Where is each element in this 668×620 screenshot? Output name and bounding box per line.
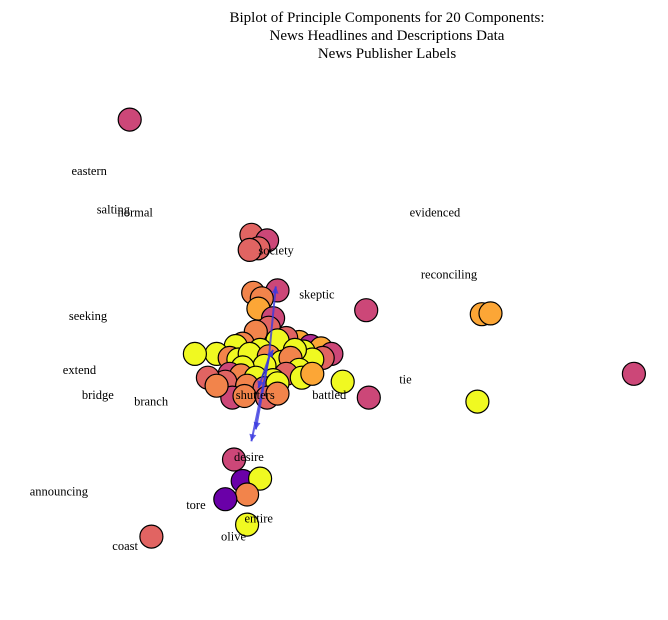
word-label-reconciling: reconciling (421, 268, 478, 282)
scatter-point-41 (300, 361, 325, 386)
word-label-seeking: seeking (69, 309, 108, 323)
word-label-extend: extend (63, 363, 97, 377)
scatter-point-49 (265, 381, 290, 406)
word-label-olive: olive (221, 530, 246, 544)
chart-title-line-2: News Headlines and Descriptions Data (270, 28, 505, 44)
word-label-bridge: bridge (82, 388, 114, 402)
loading-vector-arrowhead-4 (249, 433, 257, 442)
word-label-desire: desire (234, 450, 264, 464)
scatter-point-53 (330, 369, 355, 394)
scatter-point-57 (354, 298, 379, 323)
word-label-shutters: shutters (236, 388, 275, 402)
scatter-points (117, 107, 647, 549)
loading-vector-arrowhead-2 (257, 380, 264, 389)
scatter-point-52 (204, 373, 229, 398)
scatter-point-56 (478, 301, 503, 326)
loading-vector-arrowhead-0 (271, 286, 279, 294)
loading-vector-0 (267, 286, 277, 358)
scatter-point-59 (621, 361, 647, 386)
scatter-point-63 (235, 482, 260, 507)
scatter-point-65 (235, 512, 260, 537)
scatter-point-62 (248, 466, 273, 491)
word-label-society: society (258, 244, 294, 258)
word-label-tie: tie (399, 372, 412, 386)
word-label-entire: entire (245, 511, 274, 525)
loading-vector-4 (250, 357, 270, 442)
loading-vectors (249, 286, 279, 442)
word-label-coast: coast (112, 539, 138, 553)
scatter-point-50 (182, 341, 207, 366)
scatter-point-64 (213, 487, 238, 512)
scatter-point-54 (356, 385, 381, 410)
scatter-point-60 (221, 447, 247, 472)
word-label-battled: battled (312, 388, 347, 402)
word-label-evidenced: evidenced (410, 206, 461, 220)
loading-vector-arrowhead-1 (266, 349, 274, 358)
chart-title-line-3: News Publisher Labels (318, 46, 456, 62)
word-label-skeptic: skeptic (299, 287, 335, 301)
word-label-normal: normal (118, 206, 154, 220)
scatter-point-66 (139, 524, 164, 549)
word-label-salting: salting (97, 202, 131, 216)
scatter-point-4 (237, 237, 262, 262)
scatter-point-0 (117, 107, 142, 132)
word-label-tore: tore (186, 498, 206, 512)
word-label-eastern: eastern (72, 164, 108, 178)
word-label-branch: branch (134, 395, 169, 409)
chart-title-line-1: Biplot of Principle Components for 20 Co… (230, 10, 545, 26)
scatter-point-58 (465, 389, 490, 414)
word-label-announcing: announcing (30, 484, 89, 498)
